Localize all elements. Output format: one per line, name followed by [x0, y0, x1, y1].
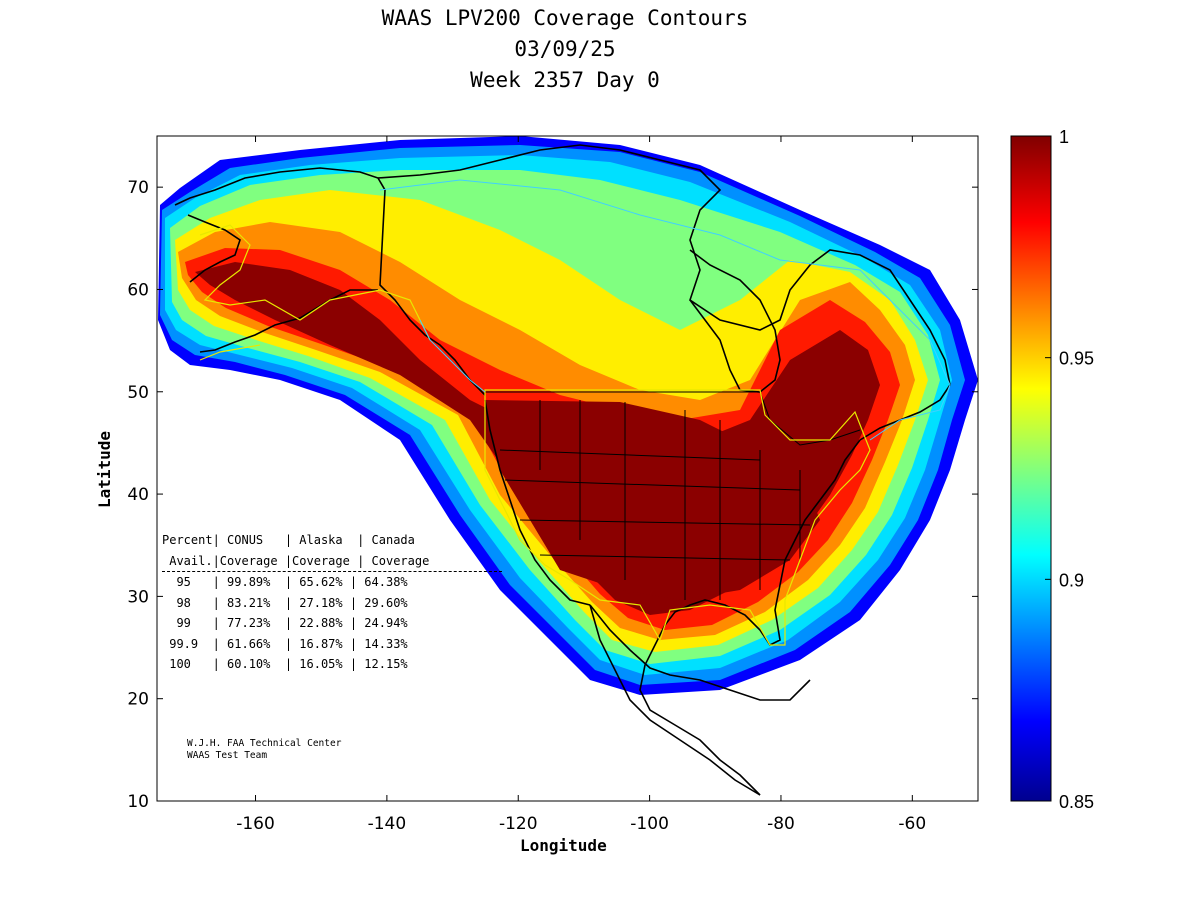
x-tick-label: -80	[767, 814, 795, 834]
canada-service-volume	[379, 179, 951, 441]
colorbar	[1010, 135, 1052, 802]
x-tick-label: -120	[499, 814, 538, 834]
contour-100-conus	[485, 400, 820, 600]
conus-service-volume	[484, 389, 871, 646]
y-tick-label: 10	[127, 792, 149, 812]
stats-header-2: Avail.|Coverage |Coverage | Coverage	[162, 551, 502, 572]
stats-row: 98 | 83.21% | 27.18% | 29.60%	[162, 595, 408, 610]
chart-title-line-1: WAAS LPV200 Coverage Contours	[381, 6, 749, 30]
stats-row: 99.9 | 61.66% | 16.87% | 14.33%	[162, 636, 408, 651]
coastline-alaska	[174, 167, 486, 396]
colorbar-tick-label: 0.9	[1059, 570, 1084, 590]
coastline-us-west	[484, 399, 591, 606]
plot-frame	[156, 135, 979, 802]
alaska-service-volume	[199, 224, 431, 361]
stats-row: 100 | 60.10% | 16.05% | 12.15%	[162, 657, 408, 671]
x-tick-label: -60	[898, 814, 926, 834]
colorbar-tick-label: 0.95	[1059, 349, 1094, 369]
stats-row: 95 | 99.89% | 65.62% | 64.38%	[162, 575, 408, 589]
y-tick-label: 30	[127, 587, 149, 607]
chart-title-line-3: Week 2357 Day 0	[470, 68, 660, 92]
coastline-mexico	[639, 624, 761, 796]
credit-line-2: WAAS Test Team	[187, 750, 268, 761]
x-tick-label: -100	[630, 814, 669, 834]
x-axis-label: Longitude	[520, 836, 607, 855]
y-tick-label: 40	[127, 485, 149, 505]
stats-header-1: Percent| CONUS | Alaska | Canada	[162, 533, 415, 547]
y-tick-label: 70	[127, 178, 149, 198]
us-canada-border	[485, 391, 861, 446]
credit-text: W.J.H. FAA Technical Center WAAS Test Tea…	[187, 738, 341, 762]
x-axis-ticks: -160 -140 -120 -100 -80 -60	[236, 136, 926, 834]
stats-row: 99 | 77.23% | 22.88% | 24.94%	[162, 616, 408, 630]
x-tick-label: -160	[236, 814, 275, 834]
y-axis-ticks: 10 20 30 40 50 60 70	[127, 178, 978, 812]
coastline-hudson-bay	[689, 249, 781, 393]
y-tick-label: 60	[127, 280, 149, 300]
coastline-gulf	[589, 604, 811, 701]
y-axis-label: Latitude	[95, 430, 115, 509]
x-tick-label: -140	[368, 814, 407, 834]
colorbar-tick-label: 0.85	[1059, 792, 1094, 812]
coastline-central-america	[589, 604, 761, 796]
credit-line-1: W.J.H. FAA Technical Center	[187, 738, 342, 749]
chart-title-line-2: 03/09/25	[514, 37, 616, 61]
y-tick-label: 50	[127, 383, 149, 403]
y-tick-label: 20	[127, 690, 149, 710]
state-boundaries	[485, 391, 861, 600]
service-volume-outlines	[199, 224, 871, 646]
colorbar-ticks: 1 0.95 0.9 0.85	[1045, 127, 1094, 812]
coastline-us-east	[664, 439, 861, 647]
colorbar-tick-label: 1	[1059, 127, 1069, 147]
coverage-stats-table: Percent| CONUS | Alaska | Canada Avail.|…	[162, 530, 502, 675]
